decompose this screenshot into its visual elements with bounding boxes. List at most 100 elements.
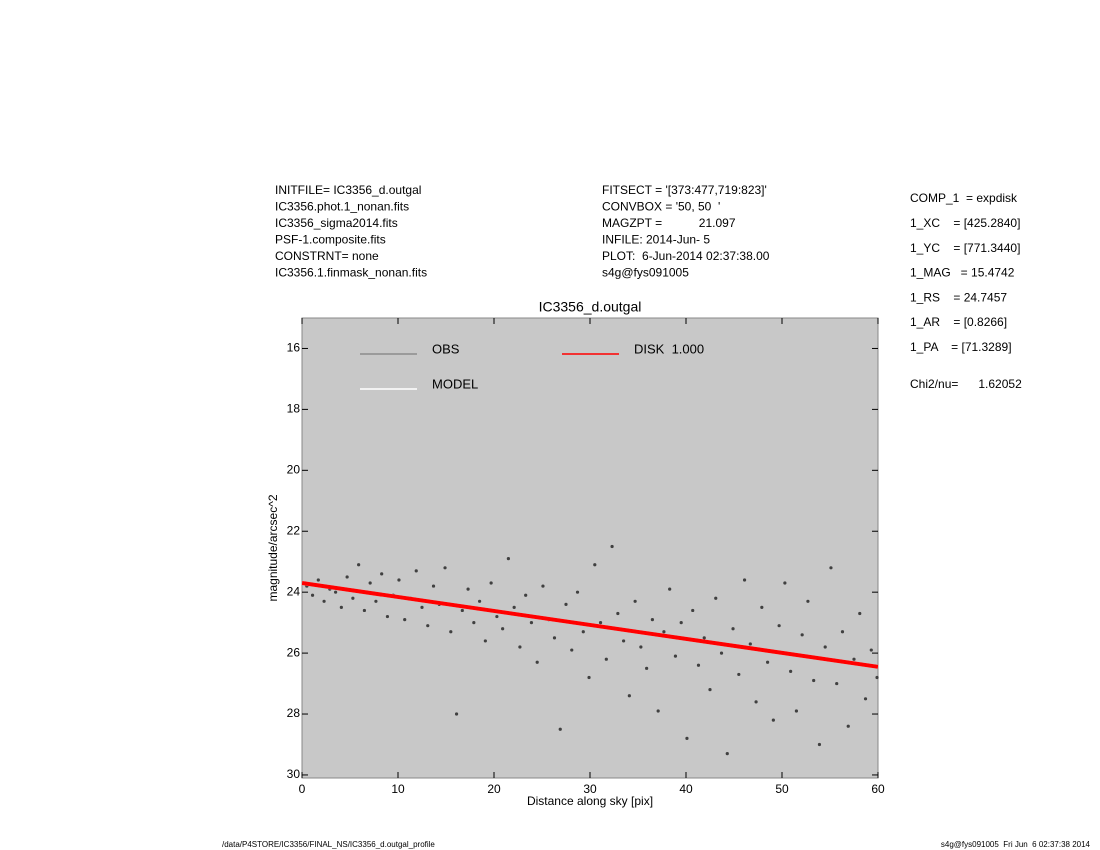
- obs-point: [835, 681, 839, 686]
- footer-left: /data/P4STORE/IC3356/FINAL_NS/IC3356_d.o…: [222, 840, 435, 849]
- obs-point: [696, 663, 701, 667]
- obs-point: [719, 651, 724, 655]
- obs-point: [512, 605, 516, 610]
- obs-point: [691, 608, 695, 613]
- header-middle-line: MAGZPT = 21.097: [602, 216, 736, 230]
- obs-point: [742, 578, 747, 582]
- obs-point: [368, 581, 372, 585]
- obs-point: [783, 581, 787, 585]
- header-left-line: IC3356.1.finmask_nonan.fits: [275, 266, 427, 280]
- obs-point: [564, 602, 568, 606]
- x-tick-label: 50: [775, 782, 789, 796]
- obs-point: [316, 578, 320, 582]
- component-param: 1_PA = [71.3289]: [910, 340, 1012, 354]
- obs-point: [449, 630, 453, 634]
- y-tick-label: 20: [287, 462, 301, 476]
- y-tick-label: 18: [287, 402, 301, 416]
- obs-point: [362, 608, 366, 613]
- obs-point: [616, 611, 620, 616]
- obs-point: [558, 727, 562, 731]
- obs-point: [645, 666, 649, 670]
- obs-point: [829, 566, 833, 570]
- obs-point: [385, 614, 390, 619]
- legend-label: OBS: [432, 341, 460, 356]
- header-middle-line: PLOT: 6-Jun-2014 02:37:38.00: [602, 249, 770, 263]
- obs-point: [766, 660, 770, 664]
- obs-point: [310, 593, 315, 597]
- obs-point: [443, 566, 447, 570]
- obs-point: [524, 593, 528, 597]
- obs-point: [535, 660, 539, 664]
- chart-title: IC3356_d.outgal: [539, 299, 642, 315]
- obs-point: [570, 648, 574, 652]
- obs-point: [380, 572, 384, 576]
- x-tick-label: 30: [583, 782, 597, 796]
- obs-point: [334, 590, 338, 594]
- header-left-line: CONSTRNT= none: [275, 249, 379, 263]
- header-middle-line: FITSECT = '[373:477,719:823]': [602, 183, 767, 197]
- header-middle-line: s4g@fys091005: [602, 266, 689, 280]
- y-tick-label: 16: [287, 341, 301, 355]
- obs-point: [840, 630, 845, 634]
- x-tick-label: 60: [871, 782, 885, 796]
- x-tick-label: 0: [299, 782, 306, 796]
- obs-point: [518, 645, 522, 649]
- header-left-line: PSF-1.composite.fits: [275, 233, 386, 247]
- obs-point: [483, 639, 487, 643]
- footer-right: s4g@fys091005 Fri Jun 6 02:37:38 2014: [941, 840, 1091, 849]
- obs-point: [489, 581, 493, 585]
- obs-point: [604, 657, 608, 661]
- obs-point: [731, 627, 735, 631]
- obs-point: [351, 596, 355, 600]
- obs-point: [472, 621, 476, 625]
- x-tick-label: 20: [487, 782, 501, 796]
- header-left-line: INITFILE= IC3356_d.outgal: [275, 183, 421, 197]
- obs-point: [593, 563, 597, 567]
- obs-point: [863, 697, 868, 701]
- obs-point: [662, 630, 666, 634]
- obs-point: [345, 575, 349, 579]
- obs-point: [702, 636, 706, 640]
- obs-point: [812, 678, 816, 683]
- obs-point: [322, 599, 326, 603]
- y-tick-label: 28: [287, 706, 301, 720]
- obs-point: [679, 621, 683, 625]
- obs-point: [771, 718, 775, 722]
- y-axis-label: magnitude/arcsec^2: [266, 494, 280, 601]
- header-left-line: IC3356_sigma2014.fits: [275, 216, 398, 230]
- header-left-line: IC3356.phot.1_nonan.fits: [275, 200, 409, 214]
- obs-point: [627, 694, 631, 698]
- plot-area: [301, 317, 879, 779]
- x-tick-label: 40: [679, 782, 693, 796]
- y-tick-label: 24: [287, 584, 301, 598]
- obs-point: [622, 639, 626, 643]
- obs-point: [454, 712, 459, 716]
- obs-point: [869, 648, 873, 652]
- obs-point: [846, 724, 850, 728]
- component-param: 1_AR = [0.8266]: [910, 315, 1007, 329]
- obs-point: [817, 742, 822, 747]
- obs-point: [777, 624, 781, 628]
- obs-point: [506, 557, 510, 561]
- obs-point: [725, 752, 729, 756]
- component-param: 1_YC = [771.3440]: [910, 241, 1020, 255]
- y-tick-label: 26: [287, 645, 301, 659]
- obs-point: [760, 605, 764, 610]
- obs-point: [529, 621, 534, 625]
- obs-point: [685, 736, 689, 740]
- obs-point: [495, 614, 499, 619]
- obs-point: [541, 584, 545, 588]
- obs-point: [587, 675, 591, 680]
- x-axis-label: Distance along sky [pix]: [527, 794, 653, 808]
- header-middle-line: INFILE: 2014-Jun- 5: [602, 233, 710, 247]
- obs-point: [714, 596, 718, 600]
- obs-point: [656, 709, 660, 713]
- obs-point: [852, 657, 856, 661]
- header-middle-line: CONVBOX = '50, 50 ': [602, 200, 720, 214]
- obs-point: [420, 605, 424, 610]
- obs-point: [397, 578, 401, 582]
- obs-point: [426, 624, 430, 628]
- obs-point: [737, 672, 741, 677]
- obs-point: [668, 587, 672, 591]
